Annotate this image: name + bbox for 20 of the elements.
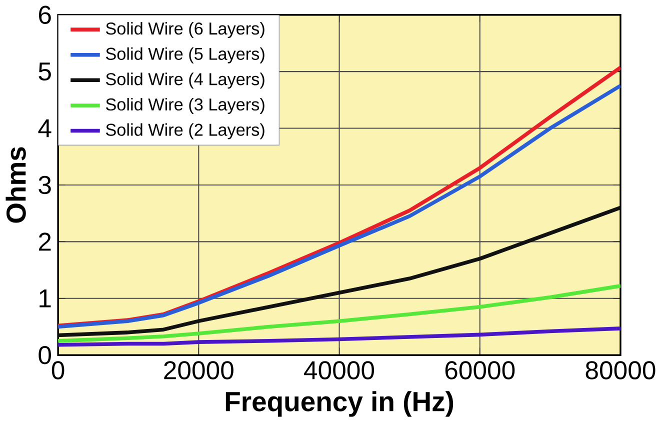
x-tick-label: 0: [52, 360, 64, 380]
legend-label: Solid Wire (5 Layers): [106, 47, 264, 64]
legend-label: Solid Wire (4 Layers): [106, 72, 264, 88]
x-tick-label: 60000: [445, 360, 515, 380]
y-tick-label: 0: [38, 346, 51, 364]
y-tick-label: 1: [40, 289, 51, 308]
x-axis-title: Frequency in (Hz): [226, 390, 454, 417]
x-tick-label: 80000: [586, 360, 656, 380]
x-tick-label: 20000: [164, 360, 234, 380]
y-axis-title: Ohms: [6, 146, 26, 223]
legend-label: Solid Wire (6 Layers): [106, 22, 264, 38]
y-tick-label: 3: [38, 176, 51, 194]
legend-label: Solid Wire (3 Layers): [106, 98, 264, 114]
legend-label: Solid Wire (2 Layers): [106, 123, 264, 140]
line-series: [58, 284, 620, 343]
y-tick-label: 4: [38, 119, 52, 137]
y-tick-label: 2: [38, 232, 51, 250]
y-tick-label: 6: [39, 5, 51, 24]
x-tick-label: 40000: [304, 360, 374, 380]
y-tick-label: 5: [38, 62, 51, 80]
